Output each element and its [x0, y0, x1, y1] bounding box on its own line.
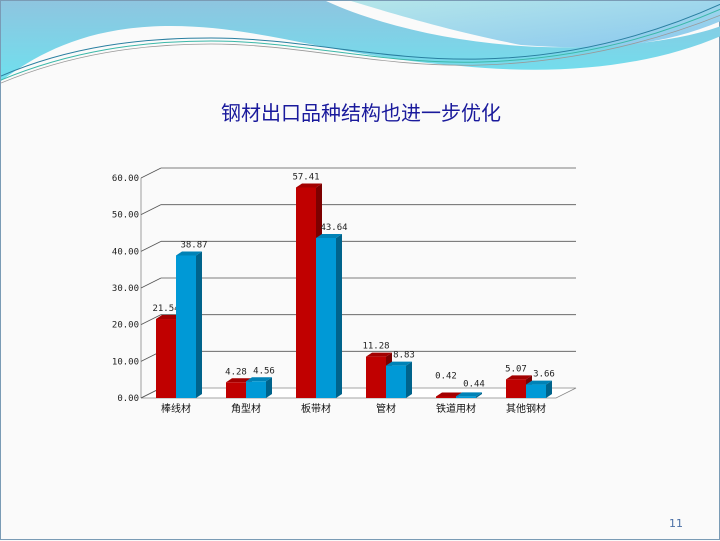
bar-group	[246, 377, 272, 398]
data-label: 0.44	[463, 379, 485, 389]
bar-side	[266, 377, 272, 398]
data-label: 0.42	[435, 371, 457, 381]
data-label: 43.64	[320, 223, 347, 233]
bar-top	[366, 352, 392, 357]
gridline-depth	[140, 204, 162, 216]
x-tick-label: 其他钢材	[506, 402, 546, 415]
bar	[366, 356, 386, 398]
y-tick-label: 60.00	[112, 174, 139, 184]
bar	[226, 382, 246, 398]
data-label: 57.41	[292, 172, 319, 182]
bar-group	[386, 361, 412, 398]
gridline-depth	[140, 240, 162, 252]
data-label: 3.66	[533, 370, 555, 380]
bar-top	[436, 392, 462, 397]
bar	[436, 396, 456, 398]
data-label: 5.07	[505, 364, 527, 374]
y-tick-label: 20.00	[112, 321, 139, 331]
x-tick-label: 棒线材	[161, 402, 191, 415]
bar	[176, 255, 196, 398]
x-tick-label: 铁道用材	[436, 402, 476, 415]
data-label: 4.28	[225, 367, 247, 377]
gridline-depth	[140, 314, 162, 326]
bar-side	[196, 251, 202, 398]
bar-group	[176, 251, 202, 398]
y-tick-label: 50.00	[112, 211, 139, 221]
gridline-depth	[140, 277, 162, 289]
y-tick-label: 40.00	[112, 247, 139, 257]
gridline-depth	[140, 167, 162, 179]
bar-top	[506, 375, 532, 380]
bar	[316, 237, 336, 398]
bar	[506, 379, 526, 398]
bar-group	[526, 380, 552, 398]
bar	[526, 384, 546, 398]
bar-top	[246, 377, 272, 382]
bar	[296, 187, 316, 398]
data-label: 8.83	[393, 351, 415, 361]
bar-top	[526, 380, 552, 385]
bar	[456, 396, 476, 398]
bar	[386, 365, 406, 398]
header-wave-decoration	[1, 1, 720, 84]
data-label: 21.54	[152, 304, 179, 314]
bar-top	[296, 183, 322, 188]
data-label: 11.28	[362, 342, 389, 352]
x-tick-label: 板带材	[301, 402, 331, 415]
page-number: 11	[669, 517, 683, 530]
x-tick-label: 角型材	[231, 402, 261, 415]
chart-title: 钢材出口品种结构也进一步优化	[221, 101, 501, 125]
bar-side	[546, 380, 552, 398]
y-tick-label: 10.00	[112, 357, 139, 367]
bar-top	[456, 392, 482, 397]
bar-side	[336, 233, 342, 398]
x-tick-label: 管材	[376, 402, 396, 415]
bar	[156, 319, 176, 398]
bar-top	[156, 315, 182, 320]
y-tick-label: 0.00	[117, 394, 139, 404]
bar	[246, 381, 266, 398]
bar-group	[456, 392, 482, 398]
bar-group	[316, 233, 342, 398]
bar-side	[406, 361, 412, 398]
data-label: 4.56	[253, 366, 275, 376]
y-tick-label: 30.00	[112, 284, 139, 294]
bar-top	[316, 233, 342, 238]
bar-top	[386, 361, 412, 366]
bar-top	[226, 378, 252, 383]
bar-top	[176, 251, 202, 256]
bar-side	[476, 392, 482, 398]
data-label: 38.87	[180, 240, 207, 250]
